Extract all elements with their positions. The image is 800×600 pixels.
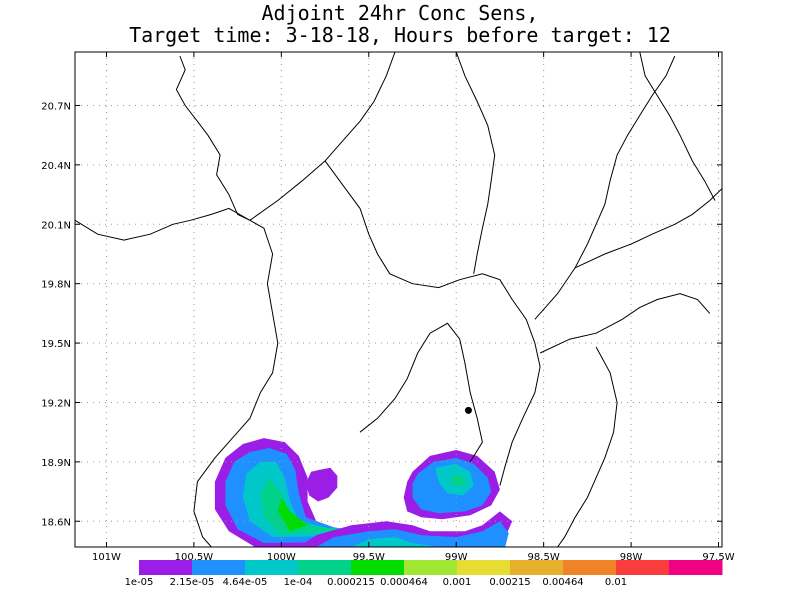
y-tick-label: 20.4N <box>41 161 71 172</box>
colorbar-level-label: 0.00464 <box>542 577 583 588</box>
colorbar-swatch <box>192 560 246 575</box>
y-tick-label: 19.8N <box>41 280 71 291</box>
colorbar-swatch <box>351 560 405 575</box>
x-tick-label: 98.5W <box>528 552 560 563</box>
x-tick-label: 99.5W <box>353 552 385 563</box>
colorbar-swatch <box>457 560 511 575</box>
contour-south-band-level-2 <box>351 537 439 547</box>
state-boundary-line <box>193 219 279 547</box>
contour-south-band-level-1 <box>316 521 509 547</box>
colorbar-swatch <box>139 560 193 575</box>
x-tick-label: 101W <box>92 552 121 563</box>
colorbar-swatch <box>563 560 617 575</box>
colorbar-swatch <box>669 560 723 575</box>
chart-title: Adjoint 24hr Conc Sens, Target time: 3-1… <box>0 2 800 46</box>
state-boundary-line <box>249 52 396 221</box>
y-tick-label: 20.7N <box>41 101 71 112</box>
colorbar-swatch <box>245 560 299 575</box>
y-tick-label: 18.6N <box>41 517 71 528</box>
colorbar-level-label: 2.15e-05 <box>170 577 215 588</box>
chart-title-line-2: Target time: 3-18-18, Hours before targe… <box>129 23 671 47</box>
colorbar-level-label: 1e-04 <box>284 577 313 588</box>
marker-layer <box>464 406 472 414</box>
plot-frame-layer <box>74 51 723 548</box>
state-boundary-line <box>534 55 676 320</box>
x-tick-label: 99W <box>445 552 468 563</box>
colorbar-level-label: 0.00215 <box>489 577 530 588</box>
x-tick-label: 100W <box>267 552 296 563</box>
target-location-marker <box>464 406 472 414</box>
colorbar-level-label: 0.000215 <box>327 577 375 588</box>
colorbar-level-label: 4.64e-05 <box>223 577 268 588</box>
state-boundary-line <box>359 322 483 463</box>
grid-layer <box>75 52 722 547</box>
colorbar-legend: 1e-05 2.15e-05 4.64e-05 1e-04 0.000215 0.0004… <box>125 560 723 588</box>
colorbar-swatch <box>616 560 670 575</box>
x-tick-label: 98W <box>620 552 643 563</box>
plot-frame <box>74 51 723 548</box>
x-tick-label: 97.5W <box>702 552 734 563</box>
state-boundary-line <box>75 207 251 241</box>
colorbar-swatch <box>298 560 352 575</box>
concentration-fill-layer <box>214 438 513 547</box>
contour-west-lobe-level-3 <box>260 477 352 536</box>
state-boundary-line <box>557 346 618 547</box>
colorbar-level-label: 0.001 <box>443 577 472 588</box>
chart-title-line-1: Adjoint 24hr Conc Sens, <box>261 1 539 25</box>
contour-west-lobe-level-4 <box>277 497 308 532</box>
state-boundary-line <box>455 52 496 274</box>
state-boundary-line <box>639 52 716 201</box>
boundary-layer <box>75 52 722 547</box>
x-tick-label: 100.5W <box>175 552 214 563</box>
colorbar-swatch <box>510 560 564 575</box>
state-boundary-line <box>574 188 722 269</box>
contour-east-lobe-level-3 <box>451 473 467 488</box>
axis-ticks-layer: 18.6N 18.9N 19.2N 19.5N 19.8N 20.1N 20.4N 20.7N… <box>41 52 735 563</box>
state-boundary-line <box>324 160 541 486</box>
state-boundary-line <box>539 293 711 354</box>
colorbar-swatch <box>404 560 458 575</box>
colorbar-level-label: 0.01 <box>605 577 627 588</box>
y-tick-label: 20.1N <box>41 220 71 231</box>
state-boundary-line <box>175 55 251 221</box>
y-tick-label: 19.5N <box>41 339 71 350</box>
colorbar-level-label: 1e-05 <box>125 577 154 588</box>
y-tick-label: 18.9N <box>41 458 71 469</box>
contour-small-blob-level-0 <box>305 467 338 502</box>
y-tick-label: 19.2N <box>41 398 71 409</box>
colorbar-level-label: 0.000464 <box>380 577 428 588</box>
